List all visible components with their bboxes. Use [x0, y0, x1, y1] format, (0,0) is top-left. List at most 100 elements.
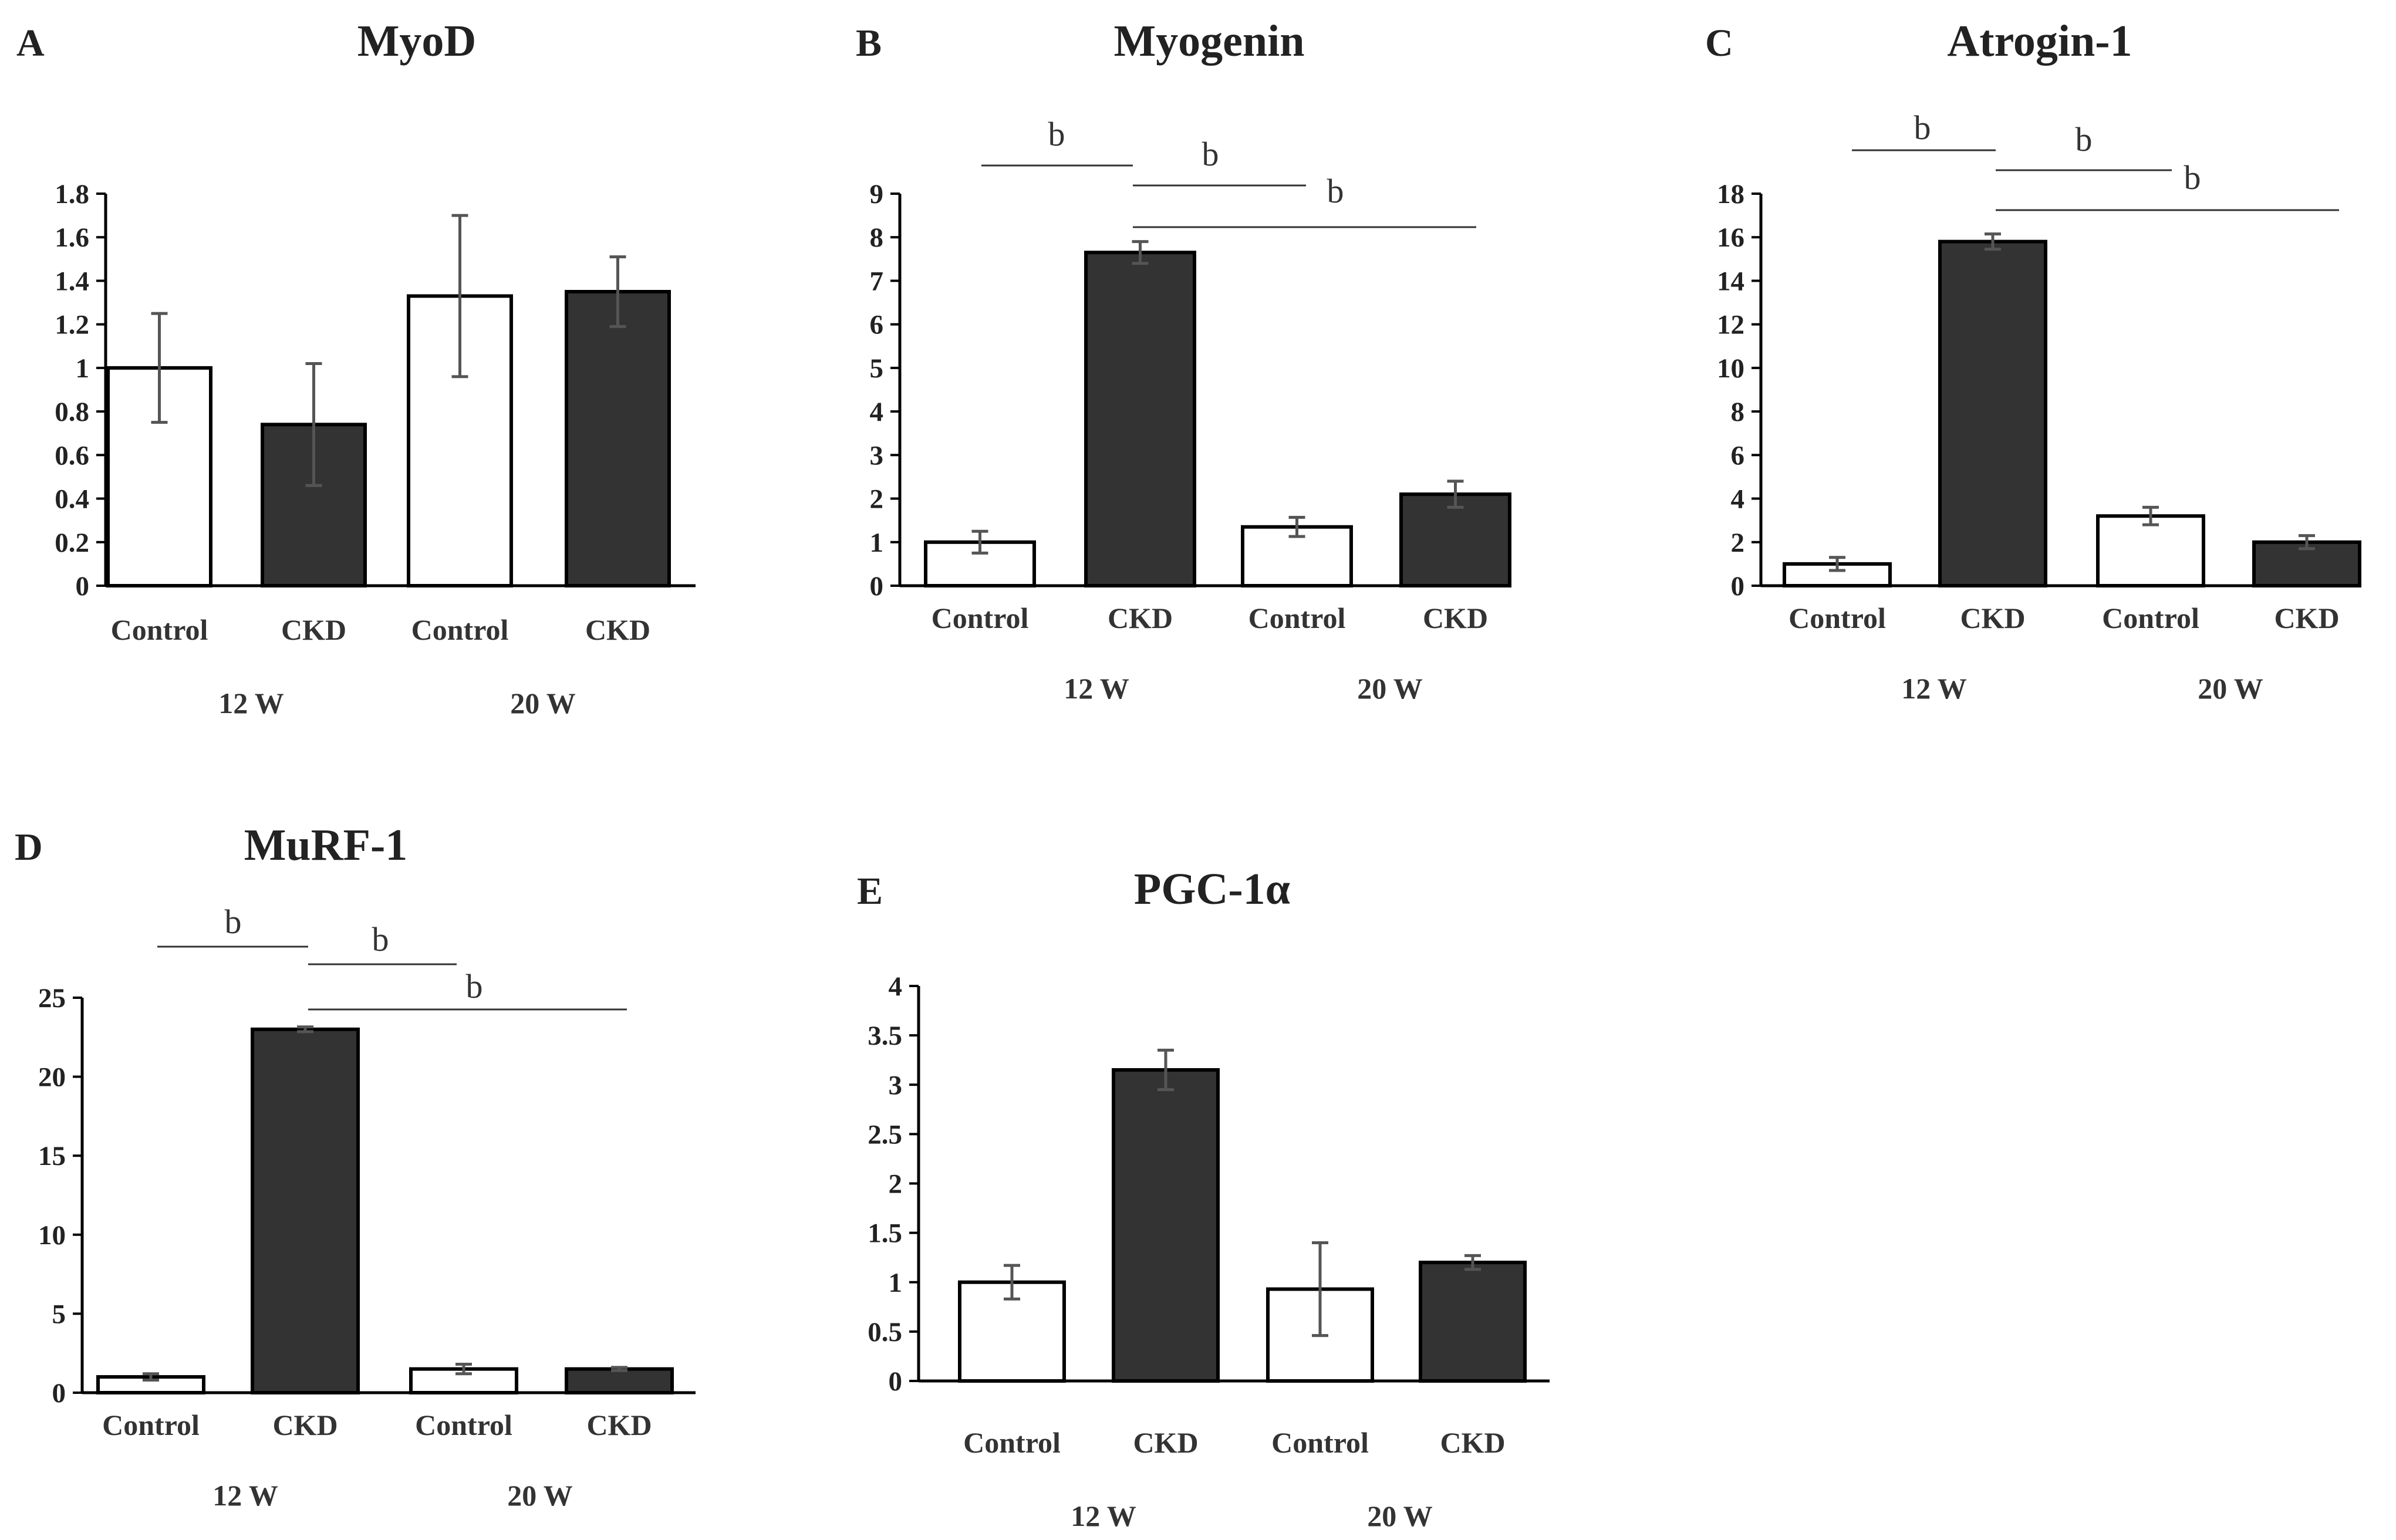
y-tick-label: 1: [870, 528, 884, 558]
panel-letter: D: [15, 826, 43, 869]
x-tick-label: Control: [1788, 602, 1886, 634]
x-tick-label: CKD: [1423, 602, 1488, 634]
error-bar: [1312, 1241, 1328, 1338]
y-tick-label: 2: [1731, 528, 1745, 558]
y-tick-label: 14: [1717, 266, 1744, 296]
error-bar: [1157, 1048, 1174, 1092]
x-tick-label: Control: [1248, 602, 1346, 634]
bar: [565, 1367, 674, 1395]
y-tick-label: 6: [1731, 440, 1745, 471]
y-tick-label: 1.6: [55, 222, 89, 253]
y-tick-label: 25: [38, 983, 66, 1014]
y-tick-label: 1: [76, 353, 90, 384]
significance-label: b: [2076, 120, 2093, 158]
group-label: 20 W: [510, 687, 576, 720]
x-tick-label: Control: [102, 1409, 200, 1441]
y-tick-label: 1: [889, 1268, 903, 1298]
x-tick-label: CKD: [281, 613, 346, 646]
bar: [1938, 239, 2047, 587]
error-bar: [2142, 505, 2159, 526]
y-tick-label: 12: [1717, 310, 1744, 340]
y-tick-label: 0: [76, 571, 90, 602]
y-tick-label: 0: [1731, 571, 1745, 602]
significance-label: b: [372, 920, 389, 958]
group-label: 20 W: [1367, 1500, 1433, 1532]
y-tick-label: 1.5: [868, 1218, 902, 1249]
y-tick-label: 3: [889, 1070, 903, 1100]
error-bar: [297, 1025, 313, 1034]
y-tick-label: 1.2: [55, 310, 89, 340]
group-label: 12 W: [212, 1479, 278, 1512]
y-tick-label: 0.2: [55, 528, 89, 558]
y-tick-label: 9: [870, 179, 884, 210]
x-tick-label: Control: [415, 1409, 512, 1441]
error-bar: [609, 255, 626, 328]
chart-panel-e: E PGC-1α 0 0.5 1 1.5 2 2.5 3 3.5 4 Control CKD Contro…: [857, 864, 1550, 1532]
bar: [1084, 251, 1196, 587]
y-tick-label: 0.8: [55, 397, 89, 427]
error-bar: [1829, 556, 1845, 572]
significance-label: b: [225, 903, 242, 941]
y-tick-label: 5: [52, 1299, 66, 1329]
y-tick-label: 7: [870, 266, 884, 296]
chart-title: MuRF-1: [244, 820, 408, 870]
y-tick-label: 0.6: [55, 440, 89, 471]
significance-label: b: [1202, 135, 1219, 173]
y-tick-label: 3.5: [868, 1021, 902, 1051]
group-label: 12 W: [1064, 672, 1129, 705]
y-tick-label: 15: [38, 1141, 66, 1171]
error-bar: [1288, 515, 1305, 538]
y-tick-label: 1.8: [55, 179, 89, 210]
panel-letter: E: [857, 870, 883, 913]
chart-panel-c: C Atrogin-1 0 2 4 6 8 10 12 14 16 18 Control CKD Contr…: [1705, 16, 2361, 705]
error-bar: [143, 1372, 159, 1382]
y-tick-label: 6: [870, 310, 884, 340]
x-tick-label: CKD: [272, 1409, 338, 1441]
bar: [2096, 514, 2205, 587]
y-tick-label: 0.5: [868, 1317, 902, 1348]
panel-letter: C: [1705, 22, 1733, 65]
x-tick-label: CKD: [1440, 1426, 1505, 1459]
y-tick-label: 1.4: [55, 266, 89, 296]
y-tick-label: 4: [870, 397, 884, 427]
x-tick-label: CKD: [1133, 1426, 1198, 1459]
x-tick-label: Control: [111, 613, 208, 646]
x-tick-label: Control: [1271, 1426, 1369, 1459]
x-tick-label: CKD: [585, 613, 650, 646]
error-bar: [1004, 1264, 1020, 1301]
x-tick-label: Control: [963, 1426, 1061, 1459]
y-tick-label: 10: [1717, 353, 1744, 384]
error-bar: [1464, 1254, 1481, 1271]
y-tick-label: 0: [52, 1378, 66, 1409]
significance-label: b: [1327, 172, 1344, 210]
error-bar: [1985, 232, 2001, 251]
group-label: 12 W: [1901, 672, 1967, 705]
x-tick-label: Control: [411, 613, 509, 646]
error-bar: [1132, 240, 1149, 265]
bar: [1419, 1261, 1527, 1383]
chart-panel-d: D MuRF-1 0 5 10 15 20 25 Control CKD Control CKD 12 …: [15, 820, 696, 1512]
group-label: 20 W: [1357, 672, 1423, 705]
panel-letter: B: [856, 22, 882, 65]
error-bar: [151, 312, 168, 424]
group-label: 20 W: [2198, 672, 2263, 705]
y-tick-label: 4: [889, 971, 903, 1002]
y-tick-label: 5: [870, 353, 884, 384]
y-tick-label: 2: [870, 484, 884, 515]
x-tick-label: CKD: [2274, 602, 2339, 634]
significance-label: b: [1914, 109, 1931, 147]
panel-letter: A: [16, 22, 45, 65]
x-tick-label: Control: [2102, 602, 2199, 634]
bar: [1399, 492, 1511, 588]
x-tick-label: CKD: [1108, 602, 1173, 634]
x-tick-label: CKD: [1960, 602, 2025, 634]
y-tick-label: 0.4: [55, 484, 89, 515]
error-bar: [1447, 479, 1464, 509]
chart-title: PGC-1α: [1134, 864, 1290, 914]
chart-panel-b: B Myogenin 0 1 2 3 4 5 6 7 8 9 Control CKD Control CKD 1…: [856, 16, 1511, 705]
error-bar: [451, 214, 468, 379]
error-bar: [305, 362, 322, 487]
group-label: 20 W: [507, 1479, 573, 1512]
significance-label: b: [466, 967, 483, 1005]
